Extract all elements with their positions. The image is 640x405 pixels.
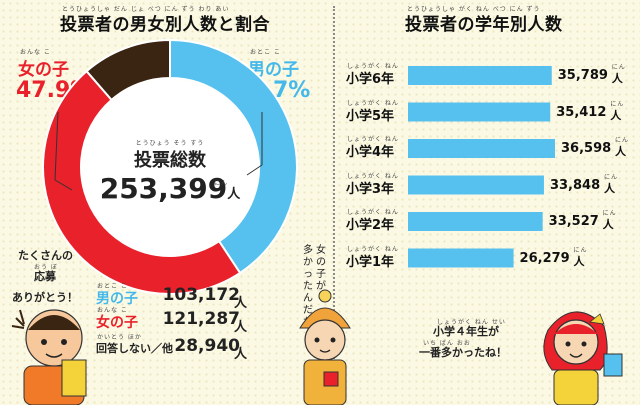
breakdown-male-label: 男の子 — [96, 291, 138, 307]
bar-value-label-2: 36,598 — [561, 141, 612, 156]
bar-title-ruby: とうひょうしゃ がく ねん べつ にん ずう — [407, 6, 541, 13]
female-ruby: おんな こ — [20, 49, 51, 56]
pie-slice-0 — [169, 38, 298, 275]
female-leader-line — [54, 111, 59, 181]
total-value-row: 253,399人 — [98, 172, 242, 205]
total-label: 投票総数 — [134, 150, 206, 171]
bar-value-label-3: 33,848 — [549, 177, 601, 193]
bar-value-label-0: 35,789 — [557, 68, 608, 83]
female-label: 女の子 — [18, 60, 69, 80]
bar-unit-ruby-2: にん — [615, 137, 630, 144]
pie-center-hole — [82, 79, 258, 255]
bar-category-label-5: 小学1年 — [346, 254, 395, 270]
breakdown-female-unit: 人 — [234, 320, 248, 335]
breakdown-other-label: 回答しない／他 — [96, 342, 173, 355]
boy-illustration — [11, 309, 87, 405]
bar-unit-ruby-0: にん — [611, 64, 626, 71]
girl-winter-illustration — [299, 289, 351, 405]
bar-5 — [408, 248, 514, 268]
total-unit: 人 — [227, 187, 241, 202]
bar-category-ruby-2: しょうがく ねん — [347, 136, 399, 143]
total-value: 253,399 — [99, 172, 228, 205]
pie-slice-2 — [85, 38, 171, 102]
breakdown-male-unit: 人 — [234, 296, 248, 311]
bar-value-label-4: 33,527 — [548, 214, 599, 229]
thanks-line-3: ありがとう！ — [12, 291, 78, 304]
bar-unit-ruby-3: にん — [603, 173, 618, 181]
breakdown-male-ruby: おとこ こ — [97, 283, 128, 290]
female-leader-tick — [54, 179, 73, 191]
total-unit-ruby: にん — [214, 180, 229, 187]
grade4-ruby-1: しょうがく ねん せい — [437, 319, 506, 326]
male-ruby: おとこ こ — [250, 49, 281, 56]
girl-illustration — [543, 311, 623, 405]
male-leader-tick — [246, 164, 263, 176]
grade4-ruby-2: いち ばん おお — [423, 340, 471, 347]
bar-unit-ruby-4: にん — [602, 210, 617, 217]
bar-unit-0: 人 — [611, 72, 623, 85]
bar-category-label-0: 小学6年 — [346, 72, 395, 87]
grade4-note-line-1: 小学４年生が — [433, 325, 499, 338]
bar-1 — [408, 102, 551, 122]
bar-chart-title: 投票者の学年別人数 — [405, 15, 563, 35]
pie-chart — [42, 38, 298, 295]
thanks-line-2: 応募 — [34, 270, 56, 283]
bar-unit-5: 人 — [573, 254, 585, 268]
pie-chart-title: 投票者の男女別人数と割合 — [60, 15, 270, 35]
bar-category-label-1: 小学5年 — [346, 108, 395, 124]
grade4-note-line-2: 一番多かったね！ — [419, 346, 507, 359]
pie-slice-1 — [42, 69, 242, 295]
bar-category-ruby-0: しょうがく ねん — [347, 63, 399, 70]
breakdown-female-ruby: おんな こ — [97, 307, 128, 314]
bar-category-ruby-4: しょうがく ねん — [347, 209, 399, 216]
bar-unit-ruby-1: にん — [610, 100, 625, 108]
breakdown-male-value: 103,172 — [162, 285, 240, 305]
thanks-ruby: おう ぼ — [34, 264, 58, 271]
bar-0 — [408, 66, 552, 85]
bar-category-ruby-5: しょうがく ねん — [347, 245, 399, 253]
breakdown-female-value: 121,287 — [162, 309, 240, 329]
bar-category-label-2: 小学4年 — [346, 145, 395, 160]
bar-category-label-4: 小学2年 — [346, 218, 395, 233]
bar-unit-1: 人 — [610, 108, 622, 122]
bar-4 — [408, 212, 543, 231]
pie-title-ruby: とうひょうしゃ だん じょ べつ にん ずう わり あい — [62, 6, 230, 13]
male-label: 男の子 — [248, 60, 299, 80]
bar-3 — [408, 175, 544, 195]
breakdown-female-label: 女の子 — [96, 315, 138, 331]
bar-category-label-3: 小学3年 — [346, 181, 395, 197]
bar-unit-2: 人 — [615, 145, 626, 158]
thanks-line-1: たくさんの — [18, 249, 73, 262]
bar-unit-3: 人 — [603, 181, 615, 195]
breakdown-other-ruby: かいとう ほか — [97, 334, 142, 341]
total-ruby: とうひょう そう すう — [135, 140, 205, 147]
bar-2 — [408, 139, 555, 158]
bar-value-label-1: 35,412 — [556, 104, 607, 120]
bar-category-ruby-3: しょうがく ねん — [347, 172, 399, 180]
bar-category-ruby-1: しょうがく ねん — [347, 99, 399, 107]
bar-value-label-5: 26,279 — [519, 250, 570, 266]
section-divider — [333, 6, 335, 398]
breakdown-other-value: 28,940 — [174, 336, 240, 356]
bar-unit-ruby-5: にん — [573, 246, 588, 254]
girls-more-col-1: 女の子が — [316, 245, 326, 292]
breakdown-other-unit: 人 — [234, 347, 248, 362]
bar-unit-4: 人 — [602, 218, 614, 231]
